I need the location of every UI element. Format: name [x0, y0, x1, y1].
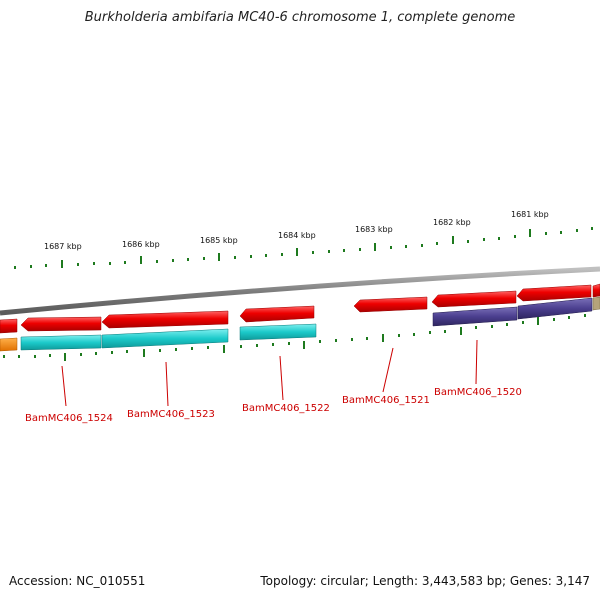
- cds-feature: [101, 310, 229, 329]
- accession-text: Accession: NC_010551: [9, 574, 146, 588]
- chromosome-backbone: [0, 266, 600, 316]
- tick-label-1685: 1685 kbp: [200, 236, 238, 245]
- purple-feature: [517, 297, 593, 320]
- label-leaders: [61, 339, 478, 407]
- tick-label-1681: 1681 kbp: [511, 210, 549, 219]
- leader-line: [382, 347, 394, 393]
- tick-label-1686: 1686 kbp: [122, 240, 160, 249]
- leader-line: [475, 339, 478, 385]
- cyan-feature: [239, 323, 317, 341]
- gene-label: BamMC406_1523: [127, 409, 215, 420]
- cyan-feature: [20, 334, 102, 351]
- cyan-feature: [101, 328, 229, 349]
- leader-line: [279, 355, 284, 401]
- map-title: Burkholderia ambifaria MC40-6 chromosome…: [84, 10, 516, 25]
- orange-feature: [0, 337, 18, 352]
- gene-label: BamMC406_1521: [342, 395, 430, 406]
- tick-label-1683: 1683 kbp: [355, 225, 393, 234]
- ruler-lower: [3, 314, 586, 361]
- tick-label-1687: 1687 kbp: [44, 242, 82, 251]
- gene-label: BamMC406_1520: [434, 387, 522, 398]
- ruler-upper: [14, 227, 593, 269]
- gene-label: BamMC406_1522: [242, 403, 330, 414]
- cds-feature: [0, 318, 18, 334]
- tick-label-1682: 1682 kbp: [433, 218, 471, 227]
- cds-feature: [592, 283, 600, 298]
- tick-label-1684: 1684 kbp: [278, 231, 316, 240]
- topology-text: Topology: circular; Length: 3,443,583 bp…: [260, 574, 590, 588]
- cds-feature: [353, 296, 428, 313]
- cds-forward-track: [0, 283, 600, 334]
- leader-line: [61, 365, 67, 407]
- feature-track: [0, 296, 600, 352]
- tan-feature: [592, 296, 600, 311]
- cds-feature: [20, 316, 102, 332]
- cds-feature: [516, 284, 592, 302]
- purple-feature: [432, 306, 518, 327]
- cds-feature: [431, 290, 517, 308]
- leader-line: [165, 361, 169, 407]
- cds-feature: [239, 305, 315, 323]
- gene-labels: BamMC406_1524 BamMC406_1523 BamMC406_152…: [25, 387, 522, 424]
- ruler-labels: 1687 kbp 1686 kbp 1685 kbp 1684 kbp 1683…: [44, 210, 549, 251]
- gene-label: BamMC406_1524: [25, 413, 113, 424]
